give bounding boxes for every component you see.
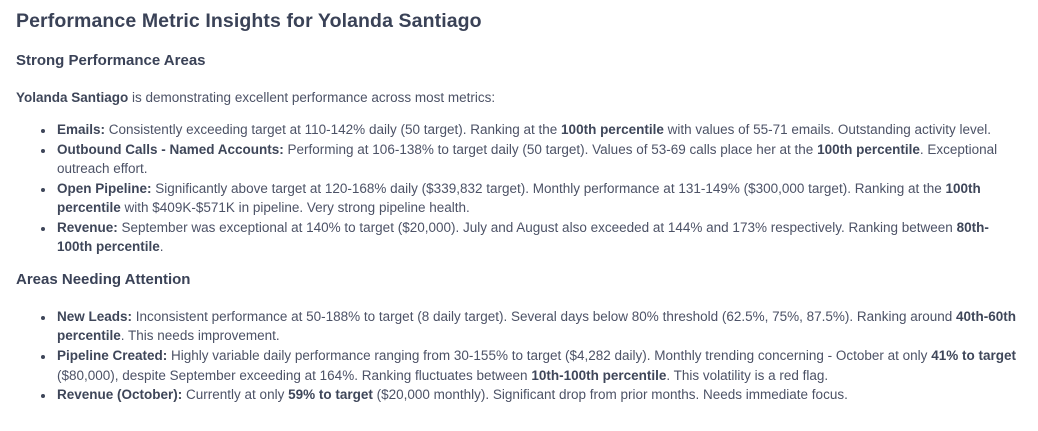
bold-text: 41% to target [931,348,1016,364]
bold-text: Yolanda Santiago [16,90,129,106]
section-intro: Yolanda Santiago is demonstrating excell… [16,88,1022,108]
bold-text: 10th-100th percentile [531,367,667,383]
bold-text: New Leads: [57,308,133,324]
bold-text: 40th-60th percentile [57,308,1017,344]
text-run: September was exceptional at 140% to tar… [117,219,957,235]
metric-list: Emails: Consistently exceeding target at… [16,120,1022,257]
text-run: . Exceptional outreach effort. [57,141,998,177]
bold-text: 100th percentile [57,180,981,216]
text-run: Highly variable daily performance rangin… [167,348,932,364]
bold-text: Revenue (October): [57,387,183,403]
text-run: with values of 55-71 emails. Outstanding… [663,121,992,137]
text-run: Consistently exceeding target at 110-142… [105,121,562,137]
bold-text: Revenue: [57,219,118,235]
metric-item: New Leads: Inconsistent performance at 5… [55,307,1022,346]
section-heading: Strong Performance Areas [16,52,206,70]
page-title: Performance Metric Insights for Yolanda … [16,10,482,32]
metric-item: Revenue (October): Currently at only 59%… [55,385,1022,405]
bold-text: Emails: [57,121,106,137]
metric-item: Open Pipeline: Significantly above targe… [55,179,1022,218]
text-run: Performing at 106-138% to target daily (… [283,141,818,157]
metric-list: New Leads: Inconsistent performance at 5… [16,307,1022,405]
bold-text: 59% to target [288,387,373,403]
metric-item: Pipeline Created: Highly variable daily … [55,346,1022,385]
sections-container: Strong Performance Areas Yolanda Santiago… [16,52,1022,404]
text-run: is demonstrating excellent performance a… [128,90,496,106]
bold-text: 100th percentile [817,141,920,157]
bold-text: Open Pipeline: [57,180,152,196]
bold-text: 100th percentile [561,121,664,137]
text-run: with $409K-$571K in pipeline. Very stron… [120,200,470,216]
text-run: Currently at only [182,387,289,403]
text-run: . This volatility is a red flag. [666,367,829,383]
section-heading: Areas Needing Attention [16,270,191,288]
bold-text: Pipeline Created: [57,348,168,364]
text-run: . This needs improvement. [120,328,280,344]
text-run: . [159,239,164,255]
metric-item: Outbound Calls - Named Accounts: Perform… [55,140,1022,179]
text-run: ($20,000 monthly). Significant drop from… [372,387,848,403]
bold-text: Outbound Calls - Named Accounts: [57,141,284,157]
bold-text: 80th-100th percentile [57,219,989,255]
text-run: Inconsistent performance at 50-188% to t… [132,308,956,324]
metric-item: Emails: Consistently exceeding target at… [55,120,1022,140]
text-run: Significantly above target at 120-168% d… [151,180,946,196]
metric-item: Revenue: September was exceptional at 14… [55,218,1022,257]
text-run: ($80,000), despite September exceeding a… [57,367,532,383]
